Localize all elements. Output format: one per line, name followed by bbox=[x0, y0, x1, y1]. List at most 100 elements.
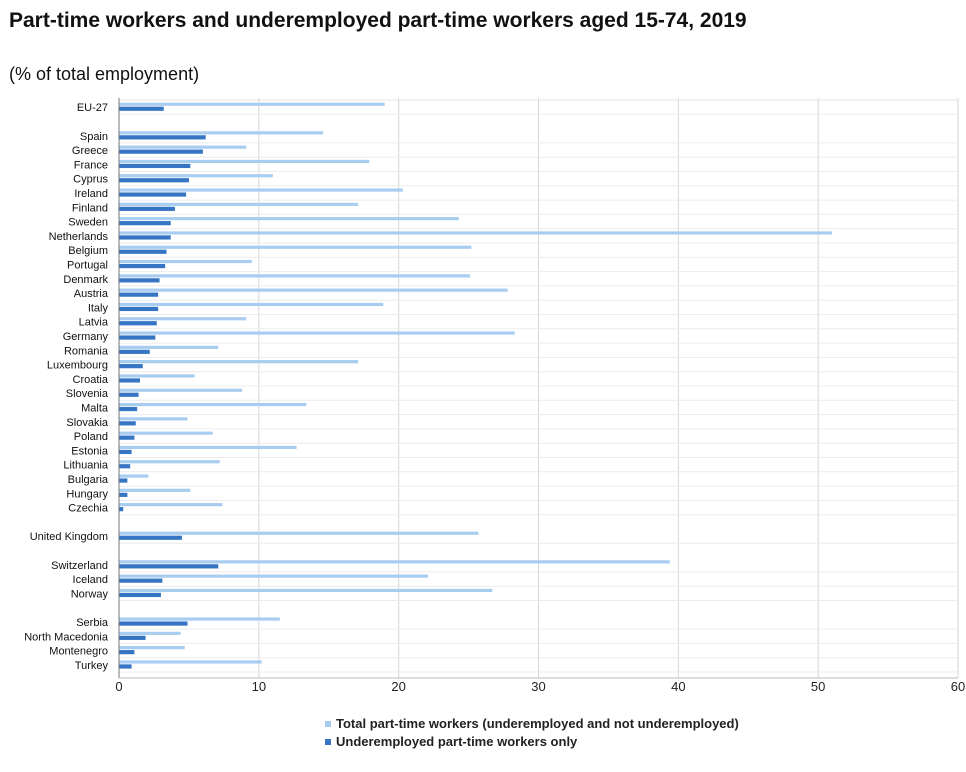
category-label: Norway bbox=[71, 588, 109, 600]
bar-underemployed bbox=[119, 163, 191, 169]
bar-total bbox=[119, 374, 195, 378]
bar-underemployed bbox=[119, 263, 166, 269]
bar-total bbox=[119, 145, 247, 149]
category-label: United Kingdom bbox=[30, 531, 108, 543]
bar-underemployed bbox=[119, 249, 167, 254]
x-tick-label: 10 bbox=[252, 679, 266, 694]
category-label: Slovenia bbox=[66, 388, 109, 400]
bar-underemployed bbox=[119, 106, 164, 111]
category-label: Poland bbox=[74, 431, 108, 443]
bar-total bbox=[119, 102, 385, 106]
bar-total bbox=[119, 531, 479, 535]
category-label: Hungary bbox=[66, 488, 108, 500]
bar-underemployed bbox=[119, 535, 182, 540]
category-label: North Macedonia bbox=[24, 631, 109, 643]
bar-underemployed bbox=[119, 235, 171, 240]
legend-swatch-total bbox=[325, 721, 331, 727]
category-label: Switzerland bbox=[51, 560, 108, 572]
bar-underemployed bbox=[119, 221, 171, 226]
bar-underemployed bbox=[119, 564, 219, 569]
category-label: Czechia bbox=[68, 503, 109, 515]
category-label: Serbia bbox=[76, 617, 109, 629]
bar-underemployed bbox=[119, 664, 132, 669]
x-tick-label: 40 bbox=[671, 679, 685, 694]
bar-underemployed bbox=[119, 621, 188, 626]
category-label: Denmark bbox=[63, 274, 108, 286]
category-label: France bbox=[74, 159, 108, 171]
bar-underemployed bbox=[119, 149, 203, 154]
bar-total bbox=[119, 588, 493, 593]
x-tick-label: 0 bbox=[115, 679, 122, 694]
bar-total bbox=[119, 317, 247, 321]
category-label: Germany bbox=[63, 331, 109, 343]
bar-total bbox=[119, 431, 213, 435]
bar-total bbox=[119, 388, 243, 392]
bar-total bbox=[119, 660, 262, 664]
category-label: Romania bbox=[64, 345, 109, 357]
legend-item-total: Total part-time workers (underemployed a… bbox=[325, 716, 745, 732]
legend-label-total: Total part-time workers (underemployed a… bbox=[336, 716, 739, 731]
bar-total bbox=[119, 345, 219, 349]
bar-total bbox=[119, 503, 223, 507]
bar-total bbox=[119, 288, 508, 292]
bar-total bbox=[119, 474, 149, 478]
legend-swatch-underemployed bbox=[325, 739, 331, 745]
bar-underemployed bbox=[119, 364, 143, 369]
bar-underemployed bbox=[119, 306, 159, 312]
bar-underemployed bbox=[119, 349, 150, 354]
bar-underemployed bbox=[119, 635, 146, 640]
bar-total bbox=[119, 360, 359, 364]
bar-underemployed bbox=[119, 406, 138, 412]
category-label: Cyprus bbox=[73, 174, 108, 186]
bar-chart: EU-27 Spain Greece France Cyprus Ireland Finla… bbox=[24, 98, 965, 694]
x-tick-label: 20 bbox=[391, 679, 405, 694]
category-label: EU-27 bbox=[77, 102, 108, 114]
bar-underemployed bbox=[119, 592, 161, 598]
category-label: Malta bbox=[81, 402, 109, 414]
bar-underemployed bbox=[119, 192, 187, 197]
bar-total bbox=[119, 302, 384, 307]
bar-total bbox=[119, 217, 459, 221]
category-label: Ireland bbox=[74, 188, 108, 200]
chart-subtitle: (% of total employment) bbox=[9, 64, 200, 84]
category-label: Sweden bbox=[68, 217, 108, 229]
bar-total bbox=[119, 574, 429, 578]
bar-underemployed bbox=[119, 478, 128, 483]
legend-item-underemployed: Underemployed part-time workers only bbox=[325, 734, 745, 750]
bar-underemployed bbox=[119, 421, 136, 426]
x-tick-label: 30 bbox=[531, 679, 545, 694]
category-label: Austria bbox=[74, 288, 109, 300]
legend: Total part-time workers (underemployed a… bbox=[325, 716, 745, 752]
bar-underemployed bbox=[119, 335, 156, 340]
legend-label-underemployed: Underemployed part-time workers only bbox=[336, 734, 578, 749]
bar-underemployed bbox=[119, 578, 163, 583]
chart-title: Part-time workers and underemployed part… bbox=[9, 9, 747, 32]
bar-underemployed bbox=[119, 321, 157, 326]
bar-total bbox=[119, 617, 280, 621]
bar-total bbox=[119, 259, 252, 264]
bar-total bbox=[119, 159, 370, 164]
category-label: Netherlands bbox=[49, 231, 109, 243]
category-label: Spain bbox=[80, 131, 108, 143]
bar-total bbox=[119, 560, 670, 564]
bar-underemployed bbox=[119, 392, 139, 397]
bar-underemployed bbox=[119, 206, 175, 211]
bar-total bbox=[119, 402, 307, 407]
bar-total bbox=[119, 631, 181, 635]
bar-underemployed bbox=[119, 278, 160, 283]
category-label: Turkey bbox=[75, 660, 109, 672]
bar-underemployed bbox=[119, 492, 128, 497]
bar-underemployed bbox=[119, 292, 159, 297]
category-label: Belgium bbox=[68, 245, 108, 257]
category-label: Slovakia bbox=[66, 417, 108, 429]
bar-underemployed bbox=[119, 464, 131, 469]
bar-total bbox=[119, 331, 515, 335]
category-label: Italy bbox=[88, 302, 109, 314]
bar-underemployed bbox=[119, 378, 140, 383]
bar-total bbox=[119, 488, 191, 492]
bar-total bbox=[119, 131, 324, 135]
category-label: Estonia bbox=[71, 445, 109, 457]
bar-underemployed bbox=[119, 135, 206, 140]
bar-total bbox=[119, 646, 185, 650]
bar-total bbox=[119, 174, 273, 178]
